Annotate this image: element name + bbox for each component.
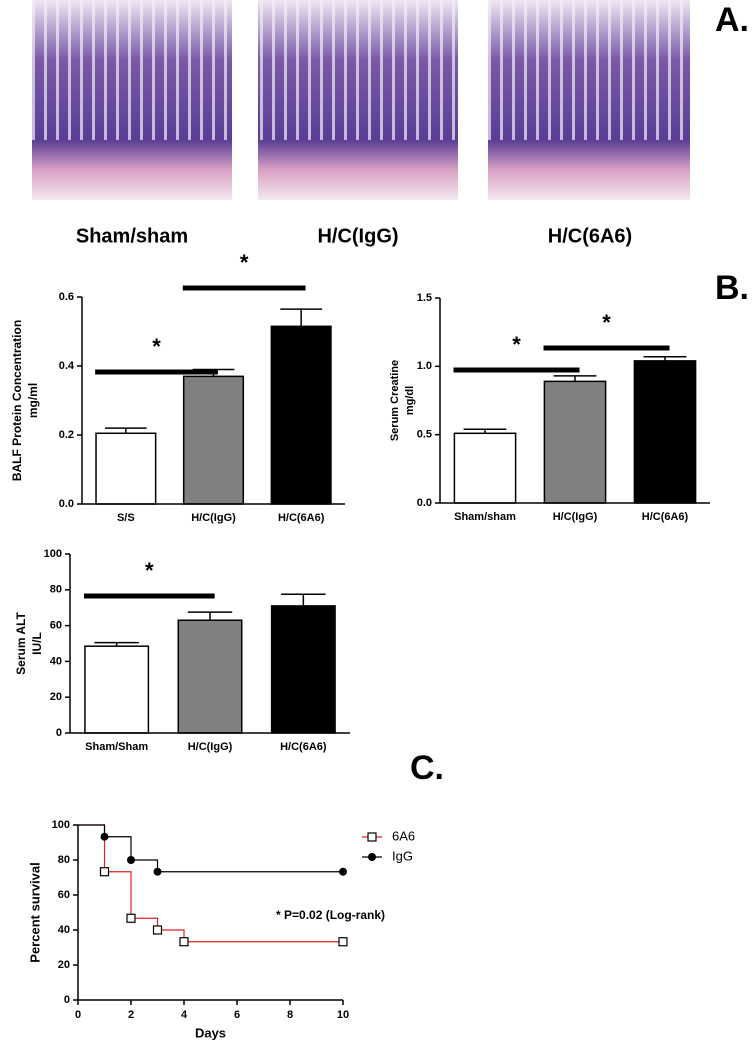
bar (177, 619, 243, 734)
annotation: * P=0.02 (Log-rank) (276, 908, 385, 922)
bar (453, 432, 517, 504)
y-tick-label: 0.0 (59, 498, 74, 510)
histology-image (488, 0, 690, 200)
significance-star: * (512, 332, 521, 357)
y-axis-label: mg/dl (404, 386, 416, 415)
x-tick-label: H/C(IgG) (191, 512, 236, 524)
x-tick-label: Sham/Sham (85, 741, 148, 753)
y-tick-label: 20 (58, 959, 70, 971)
y-axis-label: Percent survival (27, 862, 42, 962)
y-tick-label: 80 (58, 854, 70, 866)
panel-label: A. (715, 1, 749, 39)
significance-star: * (602, 310, 611, 335)
significance-star: * (240, 250, 249, 275)
y-axis-label: Serum Creatine (389, 360, 401, 441)
legend-marker (368, 853, 376, 861)
x-tick-label: H/C(IgG) (553, 511, 598, 523)
survival-line (78, 824, 343, 873)
y-tick-label: 0.0 (417, 497, 432, 509)
y-tick-label: 1.5 (417, 292, 432, 304)
x-tick-label: 4 (181, 1009, 188, 1021)
legend-label: 6A6 (392, 828, 415, 843)
y-tick-label: 0.6 (59, 291, 74, 303)
x-tick-label: 6 (234, 1009, 240, 1021)
y-tick-label: 80 (50, 584, 62, 596)
y-tick-label: 0.5 (417, 429, 432, 441)
bar (633, 360, 697, 504)
bar (270, 325, 332, 505)
y-axis-label: mg/ml (26, 383, 40, 418)
y-axis-label: Serum ALT (14, 611, 28, 674)
y-tick-label: 0 (64, 994, 70, 1006)
x-tick-label: 8 (287, 1009, 293, 1021)
image-caption: H/C(6A6) (548, 225, 632, 247)
image-caption: Sham/sham (76, 225, 188, 247)
x-tick-label: H/C(IgG) (188, 741, 233, 753)
marker (127, 856, 135, 864)
y-tick-label: 40 (58, 924, 70, 936)
marker (126, 913, 136, 923)
bar (182, 375, 245, 505)
y-tick-label: 0.2 (59, 429, 74, 441)
y-tick-label: 40 (50, 655, 62, 667)
bar (270, 605, 336, 734)
marker (100, 832, 109, 841)
y-tick-label: 60 (50, 620, 62, 632)
x-tick-label: Sham/sham (454, 511, 516, 523)
marker (339, 867, 347, 876)
bar (84, 645, 150, 734)
x-tick-label: 10 (337, 1009, 349, 1021)
marker (179, 937, 189, 947)
bar (543, 380, 607, 504)
survival-line (78, 824, 343, 943)
y-axis-label: IU/L (30, 632, 44, 655)
y-axis-label: BALF Protein Concentration (10, 320, 24, 481)
histology-image (32, 0, 232, 200)
legend-marker (367, 832, 377, 842)
bar (95, 432, 157, 505)
y-tick-label: 100 (44, 548, 62, 560)
x-tick-label: H/C(6A6) (280, 741, 327, 753)
x-tick-label: 0 (75, 1009, 81, 1021)
y-tick-label: 0.4 (59, 360, 75, 372)
x-axis-label: Days (195, 1025, 226, 1040)
y-tick-label: 60 (58, 889, 70, 901)
histology-image (258, 0, 458, 200)
marker (338, 937, 348, 947)
y-tick-label: 100 (52, 819, 70, 831)
marker (152, 925, 163, 935)
significance-star: * (145, 558, 154, 583)
panel-label: C. (410, 749, 444, 787)
marker (153, 867, 162, 876)
marker (99, 867, 110, 877)
panel-label: B. (715, 269, 749, 307)
x-tick-label: H/C(6A6) (642, 511, 689, 523)
y-tick-label: 1.0 (417, 360, 432, 372)
significance-star: * (152, 334, 161, 359)
y-tick-label: 0 (56, 727, 62, 739)
x-tick-label: S/S (117, 512, 135, 524)
x-tick-label: H/C(6A6) (278, 512, 325, 524)
x-tick-label: 2 (128, 1009, 134, 1021)
legend-label: IgG (392, 848, 413, 863)
image-caption: H/C(IgG) (317, 225, 398, 247)
y-tick-label: 20 (50, 691, 62, 703)
